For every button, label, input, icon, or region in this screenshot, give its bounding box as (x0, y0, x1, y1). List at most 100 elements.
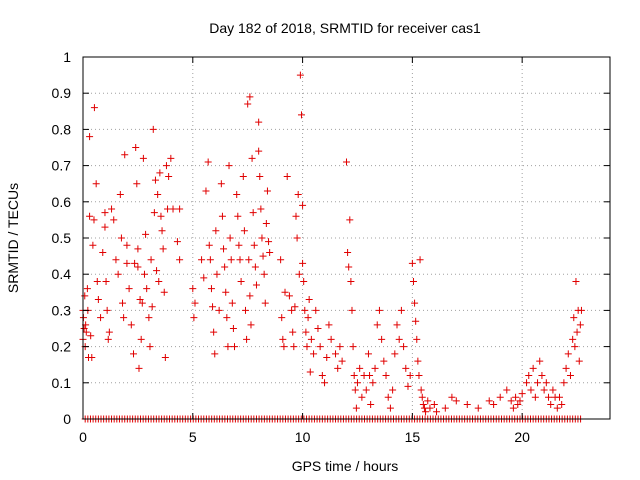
data-point (301, 306, 309, 314)
data-point (408, 259, 416, 267)
data-point (255, 147, 263, 155)
data-point (246, 292, 254, 300)
data-point (303, 343, 311, 351)
data-point (516, 397, 524, 405)
plot-frame (82, 56, 611, 420)
data-point (123, 259, 131, 267)
data-point (293, 234, 301, 242)
data-point (347, 277, 355, 285)
data-point (285, 292, 293, 300)
data-point (382, 372, 390, 380)
y-tick-label: 0.2 (52, 339, 72, 355)
data-point (418, 393, 426, 401)
data-point (306, 368, 314, 376)
data-point (223, 314, 231, 322)
data-point (151, 176, 159, 184)
data-point (80, 325, 88, 332)
data-point (424, 397, 432, 405)
data-point (307, 335, 315, 343)
data-point (277, 256, 285, 264)
data-point (414, 357, 422, 365)
data-point (343, 158, 350, 166)
data-point (452, 397, 460, 405)
data-point (206, 256, 214, 264)
data-point (158, 227, 166, 235)
data-point (90, 104, 98, 112)
data-point (490, 401, 498, 409)
data-point (89, 241, 97, 249)
data-point (220, 245, 228, 253)
y-tick-label: 1 (63, 49, 71, 65)
data-point (261, 299, 269, 307)
data-point (239, 172, 247, 180)
data-point (140, 270, 148, 278)
data-point (167, 154, 175, 162)
data-point (419, 401, 427, 409)
data-point (542, 379, 550, 387)
data-point (348, 306, 356, 314)
data-point (334, 364, 342, 372)
data-point (83, 285, 91, 293)
data-point (159, 245, 167, 253)
data-point (165, 172, 173, 180)
data-point (566, 372, 574, 380)
data-point (266, 248, 274, 256)
data-point (204, 158, 212, 166)
data-point (575, 357, 583, 365)
data-point (81, 292, 89, 300)
data-point (564, 350, 572, 358)
data-point (391, 350, 399, 358)
data-point (101, 209, 109, 217)
data-point (404, 382, 412, 390)
data-point (260, 270, 268, 278)
data-point (369, 379, 377, 387)
data-point (346, 216, 354, 224)
data-point (384, 393, 392, 401)
data-point (82, 328, 90, 336)
y-tick-label: 0.6 (52, 194, 72, 210)
data-point (215, 306, 223, 314)
data-point (176, 205, 184, 213)
data-point (426, 404, 434, 412)
data-point (229, 325, 237, 332)
data-point (411, 299, 419, 307)
data-point (288, 306, 296, 314)
data-point (228, 299, 236, 307)
y-tick-label: 0.9 (52, 85, 72, 101)
data-point (512, 393, 520, 401)
data-point (247, 321, 255, 329)
data-point (389, 386, 397, 394)
data-point (327, 335, 335, 343)
x-tick-label: 15 (405, 429, 421, 445)
data-point (207, 285, 215, 293)
data-point (312, 306, 320, 314)
data-point (147, 256, 155, 264)
data-point (397, 306, 405, 314)
data-point (233, 191, 241, 199)
data-point (292, 212, 300, 220)
y-tick-label: 0.1 (52, 375, 72, 391)
data-point (108, 205, 116, 213)
data-point (507, 397, 515, 405)
data-point (364, 350, 372, 358)
data-point (209, 303, 217, 311)
data-point (562, 364, 570, 372)
data-point (241, 306, 249, 314)
data-point (99, 248, 107, 256)
data-point (367, 401, 375, 409)
data-point (289, 328, 297, 336)
data-point (149, 125, 157, 133)
data-point (318, 372, 326, 380)
data-point (576, 321, 584, 329)
data-point (283, 172, 291, 180)
data-point (529, 364, 537, 372)
data-point (125, 285, 133, 293)
data-point (225, 162, 233, 170)
data-point (560, 379, 568, 387)
data-point (553, 404, 561, 412)
data-point (205, 241, 213, 249)
data-point (243, 335, 251, 343)
data-point (304, 314, 312, 322)
data-point (116, 191, 124, 199)
